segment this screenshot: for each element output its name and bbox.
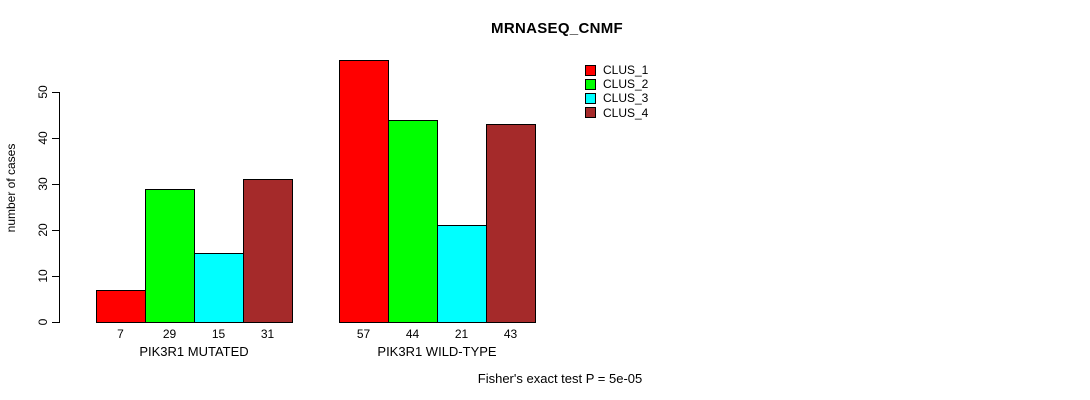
y-axis-line	[59, 92, 60, 323]
bar	[243, 179, 293, 323]
y-tick-label: 20	[36, 223, 50, 237]
legend-label: CLUS_4	[603, 105, 649, 120]
bar-value-label: 44	[405, 327, 420, 341]
bar-value-label: 29	[162, 327, 177, 341]
legend-swatch	[585, 78, 596, 90]
bar-value-label: 15	[211, 327, 226, 341]
group-label: PIK3R1 MUTATED	[139, 344, 249, 359]
stat-annotation: Fisher's exact test P = 5e-05	[477, 371, 643, 386]
y-tick-mark	[52, 230, 59, 231]
bar	[486, 124, 536, 323]
legend-item: CLUS_2	[585, 77, 648, 91]
bar-value-label: 57	[356, 327, 371, 341]
y-tick-label: 40	[36, 131, 50, 145]
bar-value-label: 7	[117, 327, 124, 341]
bar	[339, 59, 389, 323]
bar	[388, 119, 438, 323]
y-tick-mark	[52, 322, 59, 323]
legend-item: CLUS_4	[585, 106, 648, 120]
y-tick-label: 10	[36, 269, 50, 283]
y-tick-label: 0	[36, 318, 50, 326]
bar	[194, 253, 244, 323]
y-tick-mark	[52, 92, 59, 93]
bar	[96, 289, 146, 323]
y-axis-label: number of cases	[4, 143, 18, 233]
y-tick-label: 50	[36, 85, 50, 99]
y-tick-mark	[52, 184, 59, 185]
chart-title: MRNASEQ_CNMF	[491, 20, 623, 37]
legend-item: CLUS_1	[585, 63, 648, 77]
legend-swatch	[585, 107, 596, 119]
bar-value-label: 21	[454, 327, 469, 341]
legend-swatch	[585, 64, 596, 76]
legend-item: CLUS_3	[585, 91, 648, 105]
bar	[145, 188, 195, 323]
y-tick-mark	[52, 138, 59, 139]
legend: CLUS_1 CLUS_2 CLUS_3 CLUS_4	[585, 63, 648, 120]
legend-swatch	[585, 92, 596, 104]
y-tick-label: 30	[36, 177, 50, 191]
bar-value-label: 43	[503, 327, 518, 341]
legend-label: CLUS_3	[603, 91, 649, 106]
group-label: PIK3R1 WILD-TYPE	[377, 344, 497, 359]
y-tick-mark	[52, 276, 59, 277]
bar-value-label: 31	[260, 327, 275, 341]
legend-label: CLUS_2	[603, 77, 649, 92]
legend-label: CLUS_1	[603, 63, 649, 78]
bar	[437, 225, 487, 323]
